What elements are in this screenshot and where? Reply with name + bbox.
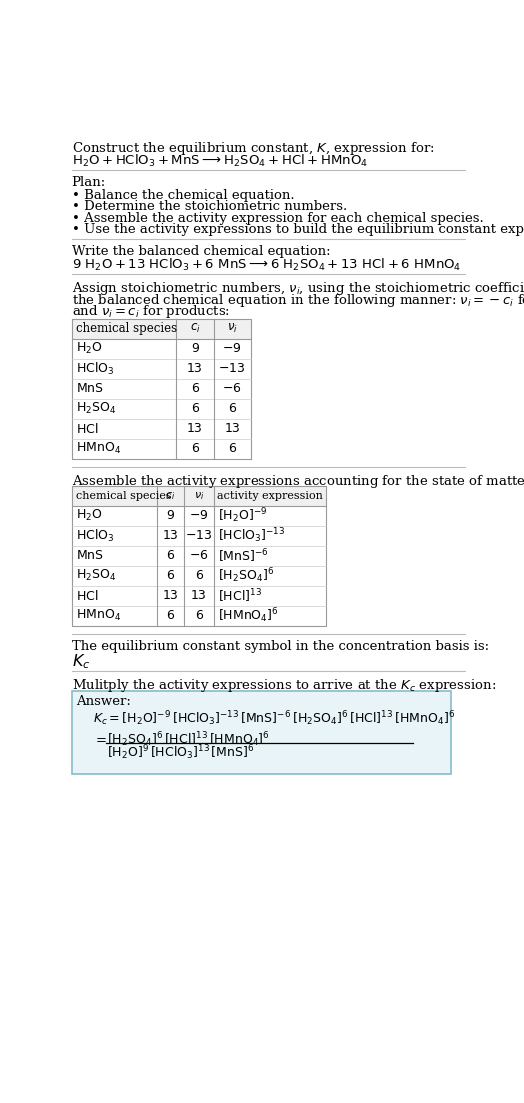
Text: $\mathrm{H_2O}$: $\mathrm{H_2O}$ — [77, 341, 103, 356]
Text: Answer:: Answer: — [77, 695, 131, 708]
Text: Assemble the activity expressions accounting for the state of matter and $\nu_i$: Assemble the activity expressions accoun… — [72, 473, 524, 490]
Text: 13: 13 — [191, 589, 206, 602]
FancyBboxPatch shape — [72, 319, 250, 339]
Text: $K_c = [\mathrm{H_2O}]^{-9}\,[\mathrm{HClO_3}]^{-13}\,[\mathrm{MnS}]^{-6}\,[\mat: $K_c = [\mathrm{H_2O}]^{-9}\,[\mathrm{HC… — [93, 709, 455, 728]
Text: $[\mathrm{HClO_3}]^{-13}$: $[\mathrm{HClO_3}]^{-13}$ — [218, 526, 285, 545]
Text: 6: 6 — [167, 610, 174, 622]
Text: $\mathrm{9\ H_2O + 13\ HClO_3 + 6\ MnS \longrightarrow 6\ H_2SO_4 + 13\ HCl + 6\: $\mathrm{9\ H_2O + 13\ HClO_3 + 6\ MnS \… — [72, 257, 461, 274]
Text: $[\mathrm{H_2O}]^{9}\,[\mathrm{HClO_3}]^{13}\,[\mathrm{MnS}]^{6}$: $[\mathrm{H_2O}]^{9}\,[\mathrm{HClO_3}]^… — [107, 743, 255, 762]
Text: Write the balanced chemical equation:: Write the balanced chemical equation: — [72, 245, 330, 258]
Text: $\mathrm{HMnO_4}$: $\mathrm{HMnO_4}$ — [77, 441, 122, 457]
Text: 13: 13 — [162, 529, 178, 543]
Text: Construct the equilibrium constant, $K$, expression for:: Construct the equilibrium constant, $K$,… — [72, 140, 434, 157]
FancyBboxPatch shape — [72, 485, 326, 506]
Text: $-9$: $-9$ — [222, 342, 242, 355]
Text: $[\mathrm{H_2SO_4}]^{6}\,[\mathrm{HCl}]^{13}\,[\mathrm{HMnO_4}]^{6}$: $[\mathrm{H_2SO_4}]^{6}\,[\mathrm{HCl}]^… — [107, 730, 270, 749]
Text: $[\mathrm{HMnO_4}]^{6}$: $[\mathrm{HMnO_4}]^{6}$ — [218, 607, 279, 625]
FancyBboxPatch shape — [72, 690, 452, 774]
Text: 13: 13 — [162, 589, 178, 602]
Text: $[\mathrm{H_2SO_4}]^{6}$: $[\mathrm{H_2SO_4}]^{6}$ — [218, 567, 274, 586]
Text: 6: 6 — [167, 549, 174, 563]
Text: 6: 6 — [191, 442, 199, 456]
Text: chemical species: chemical species — [77, 322, 178, 335]
Text: $\mathrm{HCl}$: $\mathrm{HCl}$ — [77, 421, 99, 436]
Text: Assign stoichiometric numbers, $\nu_i$, using the stoichiometric coefficients, $: Assign stoichiometric numbers, $\nu_i$, … — [72, 280, 524, 297]
Text: $[\mathrm{H_2O}]^{-9}$: $[\mathrm{H_2O}]^{-9}$ — [218, 506, 268, 525]
Text: • Determine the stoichiometric numbers.: • Determine the stoichiometric numbers. — [72, 200, 347, 213]
Text: $[\mathrm{HCl}]^{13}$: $[\mathrm{HCl}]^{13}$ — [218, 587, 262, 604]
Text: chemical species: chemical species — [75, 491, 171, 501]
Text: 6: 6 — [167, 569, 174, 582]
Text: $-13$: $-13$ — [185, 529, 213, 543]
Text: • Use the activity expressions to build the equilibrium constant expression.: • Use the activity expressions to build … — [72, 223, 524, 236]
Text: $\mathrm{H_2SO_4}$: $\mathrm{H_2SO_4}$ — [77, 401, 117, 416]
Text: $\nu_i$: $\nu_i$ — [194, 490, 204, 502]
Text: $-9$: $-9$ — [189, 510, 209, 523]
Text: The equilibrium constant symbol in the concentration basis is:: The equilibrium constant symbol in the c… — [72, 640, 489, 653]
Text: $\mathrm{H_2O}$: $\mathrm{H_2O}$ — [75, 508, 102, 523]
Text: $\mathrm{MnS}$: $\mathrm{MnS}$ — [77, 383, 104, 395]
Text: $\mathrm{H_2SO_4}$: $\mathrm{H_2SO_4}$ — [75, 568, 116, 583]
Text: $-6$: $-6$ — [222, 383, 242, 395]
Text: 6: 6 — [228, 403, 236, 416]
Text: $\mathrm{HClO_3}$: $\mathrm{HClO_3}$ — [77, 361, 115, 377]
Text: • Balance the chemical equation.: • Balance the chemical equation. — [72, 189, 294, 202]
Text: • Assemble the activity expression for each chemical species.: • Assemble the activity expression for e… — [72, 212, 484, 225]
Text: 13: 13 — [187, 422, 203, 436]
Text: the balanced chemical equation in the following manner: $\nu_i = -c_i$ for react: the balanced chemical equation in the fo… — [72, 292, 524, 309]
Text: $\nu_i$: $\nu_i$ — [227, 322, 237, 335]
Text: 9: 9 — [191, 342, 199, 355]
Text: 6: 6 — [228, 442, 236, 456]
Text: 6: 6 — [191, 403, 199, 416]
Text: $\mathrm{H_2O + HClO_3 + MnS \longrightarrow H_2SO_4 + HCl + HMnO_4}$: $\mathrm{H_2O + HClO_3 + MnS \longrighta… — [72, 153, 368, 169]
Text: and $\nu_i = c_i$ for products:: and $\nu_i = c_i$ for products: — [72, 303, 230, 320]
Text: Mulitply the activity expressions to arrive at the $K_c$ expression:: Mulitply the activity expressions to arr… — [72, 677, 496, 694]
Text: $\mathrm{HMnO_4}$: $\mathrm{HMnO_4}$ — [75, 609, 121, 623]
Text: 6: 6 — [195, 610, 203, 622]
Text: $-6$: $-6$ — [189, 549, 209, 563]
Text: $[\mathrm{MnS}]^{-6}$: $[\mathrm{MnS}]^{-6}$ — [218, 547, 269, 565]
Text: $\mathrm{HCl}$: $\mathrm{HCl}$ — [75, 589, 98, 603]
Text: $\mathrm{HClO_3}$: $\mathrm{HClO_3}$ — [75, 528, 114, 544]
Text: $c_i$: $c_i$ — [190, 322, 200, 335]
Text: Plan:: Plan: — [72, 176, 106, 190]
Text: 9: 9 — [167, 510, 174, 523]
Text: 13: 13 — [187, 362, 203, 375]
Text: 6: 6 — [195, 569, 203, 582]
Text: $\mathrm{MnS}$: $\mathrm{MnS}$ — [75, 549, 104, 563]
Text: $-13$: $-13$ — [219, 362, 246, 375]
Text: 13: 13 — [224, 422, 240, 436]
Text: 6: 6 — [191, 383, 199, 395]
Text: activity expression: activity expression — [217, 491, 323, 501]
Text: $K_c$: $K_c$ — [72, 652, 90, 671]
Text: $c_i$: $c_i$ — [166, 490, 176, 502]
Text: $=$: $=$ — [93, 732, 107, 745]
